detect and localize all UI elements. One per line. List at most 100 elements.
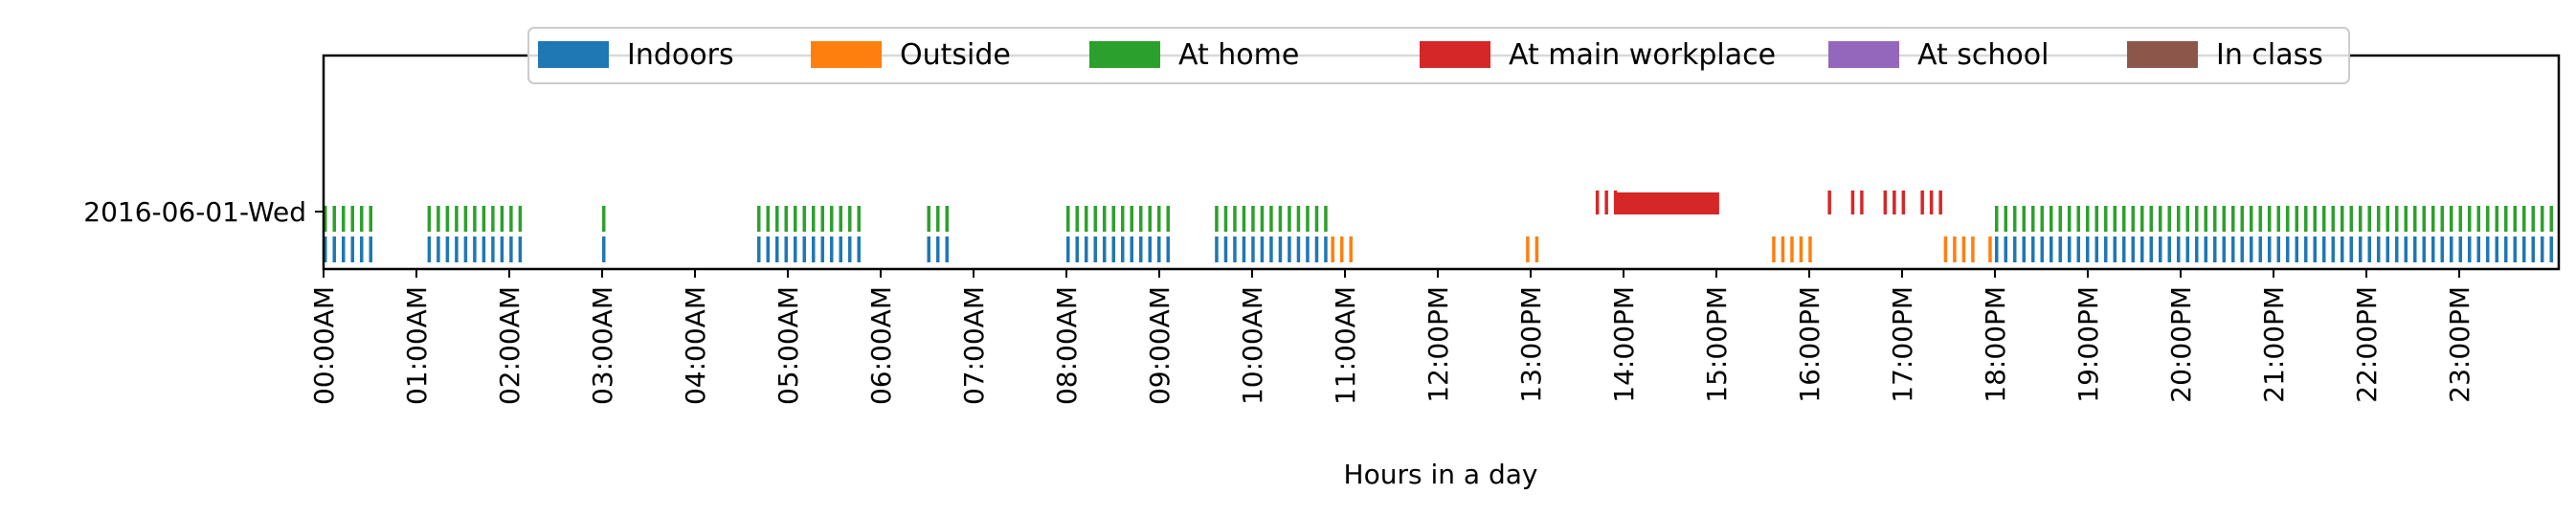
event-tick [2177, 206, 2181, 232]
event-tick [774, 206, 779, 232]
event-tick [1799, 236, 1803, 262]
event-tick [1111, 236, 1115, 262]
event-tick [455, 236, 459, 262]
event-tick [2013, 206, 2017, 232]
event-tick [2185, 236, 2189, 262]
event-tick [2050, 236, 2053, 262]
event-tick [2104, 236, 2108, 262]
event-tick [2268, 236, 2272, 262]
event-tick [2313, 206, 2317, 232]
event-tick [360, 236, 364, 262]
event-tick [2222, 236, 2226, 262]
event-tick [1139, 236, 1143, 262]
event-tick [774, 236, 779, 262]
event-tick [847, 206, 852, 232]
event-tick [756, 236, 761, 262]
event-tick [1613, 191, 1618, 214]
event-tick [2386, 236, 2389, 262]
event-tick [2522, 206, 2526, 232]
event-tick [1233, 236, 1237, 262]
event-tick [473, 206, 477, 232]
x-tick-label: 00:00AM [308, 286, 340, 405]
event-tick [1995, 236, 1999, 262]
event-tick [518, 206, 523, 232]
event-tick [360, 206, 364, 232]
event-tick [342, 236, 346, 262]
event-tick [1269, 236, 1273, 262]
event-tick [793, 236, 797, 262]
event-tick [2359, 236, 2363, 262]
event-tick [369, 206, 372, 232]
event-tick [2495, 206, 2498, 232]
event-tick [1296, 236, 1301, 262]
event-tick [2131, 206, 2135, 232]
event-tick [1595, 191, 1600, 214]
event-tick [427, 236, 432, 262]
event-tick [2213, 206, 2217, 232]
event-tick [2450, 206, 2453, 232]
event-tick [927, 236, 930, 262]
event-tick [2140, 206, 2144, 232]
x-tick-label: 06:00AM [865, 286, 897, 405]
event-tick [2541, 206, 2544, 232]
event-tick [2522, 236, 2526, 262]
event-tick [1085, 206, 1088, 232]
event-tick [829, 206, 834, 232]
event-tick [2204, 236, 2207, 262]
event-tick [2122, 206, 2126, 232]
event-tick [1938, 191, 1942, 214]
event-tick [2513, 236, 2517, 262]
x-tick-label: 22:00PM [2351, 286, 2383, 403]
event-tick [1314, 236, 1319, 262]
event-tick [2541, 236, 2544, 262]
event-tick [2149, 206, 2153, 232]
legend-swatch [538, 41, 609, 68]
event-tick [1223, 206, 1228, 232]
event-tick [1314, 206, 1319, 232]
event-tick [2322, 236, 2326, 262]
event-tick [445, 206, 450, 232]
event-tick [473, 236, 477, 262]
event-tick [1604, 191, 1608, 214]
x-tick-label: 14:00PM [1608, 286, 1640, 403]
x-tick-label: 05:00AM [773, 286, 804, 405]
event-tick [1269, 206, 1273, 232]
event-tick [2004, 236, 2007, 262]
event-tick [1331, 236, 1334, 262]
event-tick [2422, 206, 2426, 232]
event-tick [2195, 236, 2199, 262]
event-tick [518, 236, 523, 262]
event-tick [1260, 236, 1265, 262]
event-tick [1790, 236, 1794, 262]
event-tick [2468, 236, 2472, 262]
y-tick-label: 2016-06-01-Wed [83, 196, 306, 228]
event-tick [2231, 236, 2235, 262]
x-axis: 00:00AM 01:00AM 02:00AM 03:00AM 04:00AM 05:00… [308, 269, 2475, 405]
event-tick [1953, 236, 1957, 262]
event-tick [839, 206, 842, 232]
event-tick [936, 206, 940, 232]
event-tick [2367, 206, 2371, 232]
event-tick [2295, 236, 2298, 262]
event-tick [1901, 191, 1906, 214]
event-tick [2113, 236, 2117, 262]
event-tick [500, 206, 504, 232]
event-tick [2068, 206, 2072, 232]
event-tick [1103, 236, 1107, 262]
event-tick [1157, 236, 1161, 262]
event-tick [455, 206, 459, 232]
event-tick [2513, 206, 2517, 232]
event-tick [2250, 236, 2253, 262]
event-tick [802, 236, 806, 262]
event-tick [857, 236, 861, 262]
event-tick [509, 236, 513, 262]
event-tick [1324, 236, 1328, 262]
event-tick [2167, 236, 2171, 262]
event-tick [1085, 236, 1088, 262]
event-tick [2549, 206, 2553, 232]
legend-label: At main workplace [1509, 38, 1776, 72]
x-tick-label: 03:00AM [587, 286, 618, 405]
x-tick-label: 21:00PM [2258, 286, 2290, 403]
event-tick [332, 236, 336, 262]
